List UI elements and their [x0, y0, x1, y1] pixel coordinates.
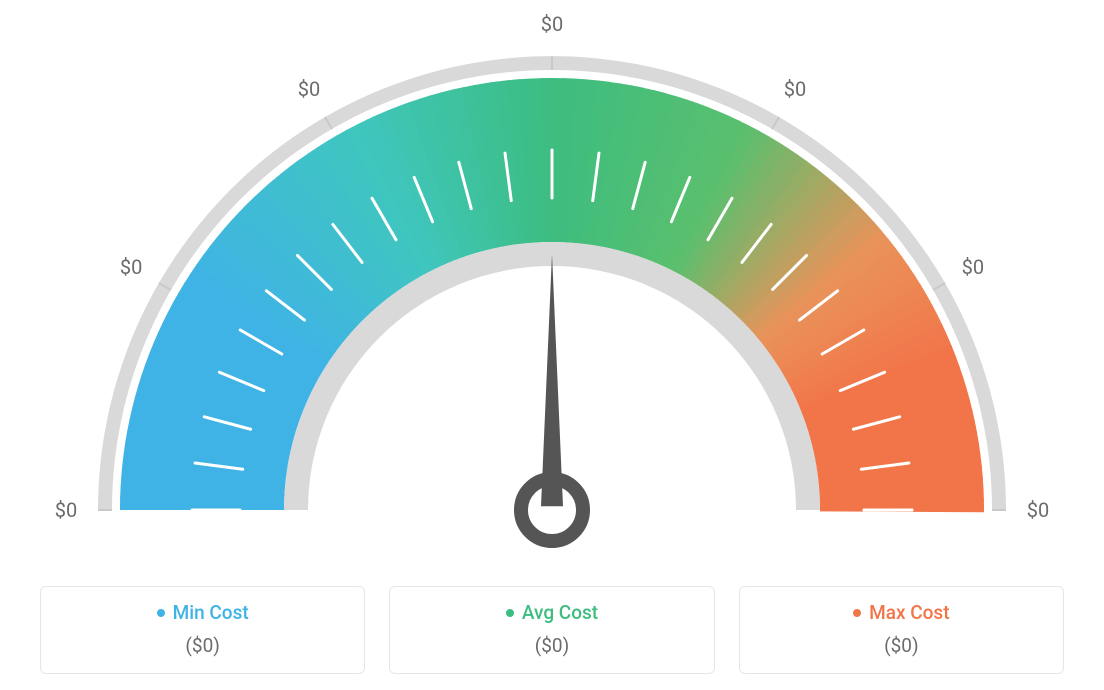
- gauge-tick-label: $0: [784, 77, 806, 101]
- legend-title-avg: Avg Cost: [506, 601, 598, 624]
- legend-value-min: ($0): [53, 634, 352, 657]
- legend-label-max: Max Cost: [869, 601, 949, 624]
- gauge-tick-label: $0: [962, 255, 984, 279]
- legend-row: Min Cost ($0) Avg Cost ($0) Max Cost ($0…: [40, 586, 1064, 674]
- gauge-svg: [0, 0, 1104, 560]
- legend-dot-min: [157, 609, 165, 617]
- legend-value-max: ($0): [752, 634, 1051, 657]
- cost-gauge-widget: $0 $0 $0 $0 $0 $0 $0 Min Cost ($0) Avg Cost ($…: [0, 0, 1104, 690]
- gauge-tick-label: $0: [1027, 498, 1049, 522]
- gauge-tick-label: $0: [120, 255, 142, 279]
- gauge-tick-label: $0: [541, 12, 563, 36]
- legend-dot-avg: [506, 609, 514, 617]
- legend-card-max: Max Cost ($0): [739, 586, 1064, 674]
- legend-label-avg: Avg Cost: [522, 601, 598, 624]
- legend-dot-max: [853, 609, 861, 617]
- legend-card-min: Min Cost ($0): [40, 586, 365, 674]
- gauge-tick-label: $0: [55, 498, 77, 522]
- gauge-tick-label: $0: [298, 77, 320, 101]
- legend-card-avg: Avg Cost ($0): [389, 586, 714, 674]
- legend-title-min: Min Cost: [157, 601, 249, 624]
- legend-label-min: Min Cost: [173, 601, 249, 624]
- gauge-chart: $0 $0 $0 $0 $0 $0 $0: [0, 0, 1104, 560]
- legend-title-max: Max Cost: [853, 601, 949, 624]
- legend-value-avg: ($0): [402, 634, 701, 657]
